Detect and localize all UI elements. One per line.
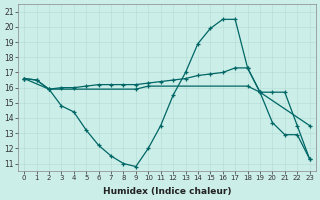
X-axis label: Humidex (Indice chaleur): Humidex (Indice chaleur)	[103, 187, 231, 196]
